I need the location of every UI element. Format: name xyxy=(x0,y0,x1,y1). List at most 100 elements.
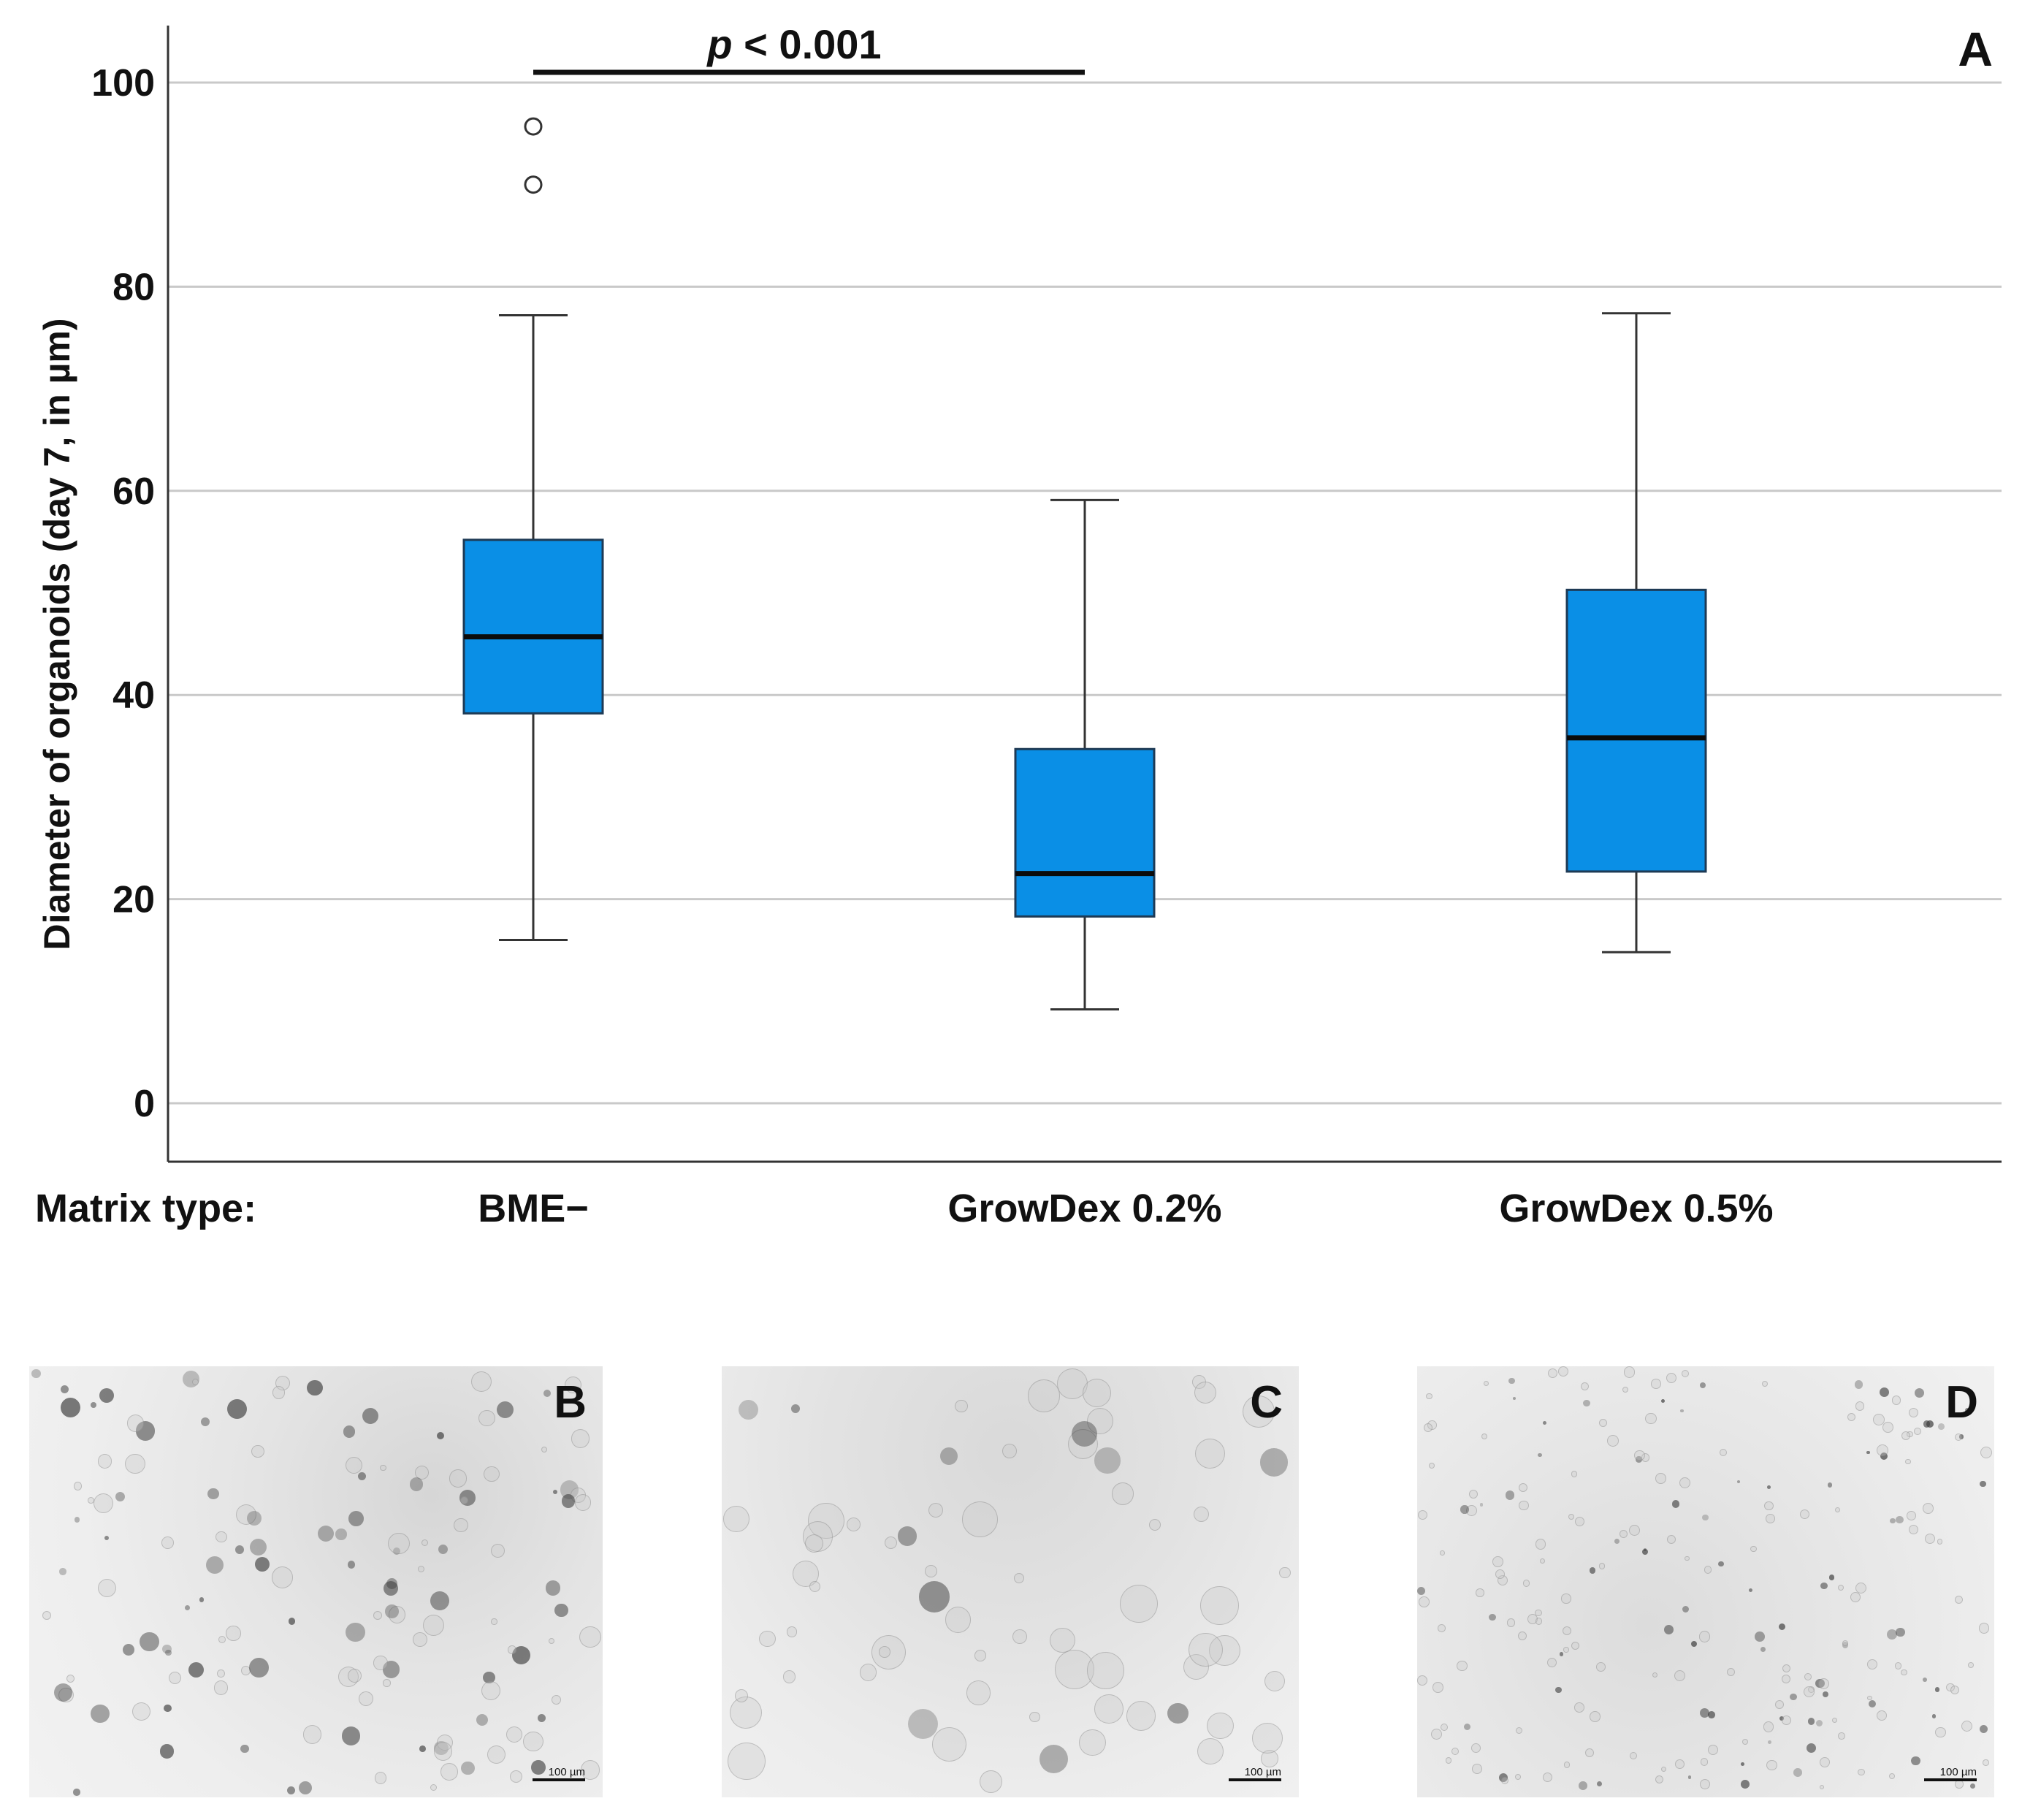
speckle xyxy=(217,1669,225,1678)
speckle xyxy=(91,1402,96,1409)
speckle xyxy=(1501,1776,1509,1784)
y-tick-label: 100 xyxy=(91,62,155,104)
speckle xyxy=(1682,1370,1690,1378)
category-label: GrowDex 0.2% xyxy=(947,1187,1221,1230)
speckle xyxy=(1674,1759,1685,1770)
speckle xyxy=(1704,1565,1712,1574)
speckle xyxy=(250,1539,267,1556)
speckle xyxy=(1050,1627,1075,1653)
speckle xyxy=(74,1517,80,1523)
speckle xyxy=(215,1531,227,1543)
speckle xyxy=(188,1662,205,1678)
y-tick-label: 0 xyxy=(134,1083,155,1125)
speckle xyxy=(1800,1509,1810,1520)
speckle xyxy=(385,1604,399,1618)
speckle xyxy=(1547,1657,1557,1667)
speckle xyxy=(1774,1699,1784,1709)
speckle xyxy=(1896,1627,1905,1637)
speckle xyxy=(1726,1667,1735,1676)
speckle xyxy=(347,1668,362,1683)
speckle xyxy=(1778,1623,1786,1631)
x-axis-prefix-label: Matrix type: xyxy=(35,1187,256,1230)
boxplot-chart: 0 20 40 60 80 100 BME− GrowDex 0.2% GrowDex 0.5… xyxy=(35,21,2002,1230)
speckle xyxy=(1194,1381,1216,1404)
speckle xyxy=(1901,1669,1907,1676)
speckle xyxy=(1914,1387,1925,1398)
speckle xyxy=(579,1626,601,1648)
speckle xyxy=(1793,1768,1802,1777)
speckle xyxy=(199,1597,205,1602)
speckle xyxy=(1419,1596,1430,1607)
speckle xyxy=(476,1713,488,1726)
speckle xyxy=(571,1429,590,1449)
speckle xyxy=(907,1709,938,1740)
speckle xyxy=(1815,1719,1823,1727)
speckle xyxy=(483,1466,500,1482)
speckle xyxy=(1955,1596,1964,1604)
speckle xyxy=(1782,1716,1792,1726)
speckle xyxy=(1583,1400,1590,1407)
box-group xyxy=(462,117,604,941)
scale-bar xyxy=(533,1778,585,1781)
speckle xyxy=(1828,1575,1835,1580)
speckle xyxy=(1438,1624,1446,1632)
speckle xyxy=(1842,1640,1849,1647)
speckle xyxy=(1571,1471,1578,1477)
speckle xyxy=(1426,1393,1432,1399)
speckle xyxy=(497,1401,514,1419)
speckle xyxy=(1925,1533,1936,1544)
speckle xyxy=(1429,1462,1435,1469)
speckle xyxy=(1506,1618,1516,1627)
speckle xyxy=(1926,1420,1934,1428)
speckle xyxy=(386,1577,398,1590)
speckle xyxy=(235,1504,256,1526)
speckle xyxy=(1964,1408,1969,1413)
speckle xyxy=(271,1566,294,1588)
speckle xyxy=(1890,1518,1896,1523)
speckle xyxy=(1736,1480,1740,1484)
speckle xyxy=(1072,1421,1097,1447)
speckle xyxy=(553,1489,558,1494)
speckle xyxy=(60,1398,80,1418)
speckle xyxy=(1831,1717,1837,1723)
speckle xyxy=(1983,1759,1989,1766)
micrograph-panel-d: D 100 µm xyxy=(1417,1366,1994,1797)
speckle xyxy=(1563,1647,1569,1653)
speckle xyxy=(1700,1758,1709,1766)
speckle xyxy=(1619,1529,1628,1538)
speckle xyxy=(924,1565,937,1578)
speckle xyxy=(1418,1510,1428,1520)
speckle xyxy=(461,1761,475,1775)
speckle xyxy=(1679,1409,1684,1413)
speckle xyxy=(1542,1772,1552,1782)
scale-bar xyxy=(1229,1778,1281,1781)
speckle xyxy=(99,1387,115,1403)
speckle xyxy=(1599,1419,1608,1428)
speckle xyxy=(1558,1366,1569,1377)
speckle xyxy=(1908,1524,1919,1534)
speckle xyxy=(1562,1626,1572,1635)
speckle xyxy=(1194,1439,1225,1469)
speckle xyxy=(1517,1631,1527,1641)
speckle xyxy=(1515,1773,1522,1780)
speckle xyxy=(1855,1582,1867,1594)
speckle xyxy=(782,1670,796,1683)
speckle xyxy=(759,1630,776,1648)
speckle xyxy=(1575,1516,1585,1526)
speckle xyxy=(164,1704,172,1713)
box-series xyxy=(462,117,1707,1010)
panel-label-d: D xyxy=(1945,1377,1978,1428)
speckle xyxy=(1068,1429,1099,1460)
speckle xyxy=(1623,1366,1636,1378)
speckle xyxy=(218,1635,226,1644)
speckle xyxy=(1761,1380,1769,1387)
y-tick-label: 20 xyxy=(112,879,155,921)
speckle xyxy=(1968,1662,1974,1668)
speckle xyxy=(966,1680,991,1705)
speckle xyxy=(1197,1738,1224,1764)
speckle xyxy=(1417,1675,1428,1686)
speckle xyxy=(543,1389,552,1398)
speckle xyxy=(1542,1420,1547,1425)
speckle xyxy=(1519,1482,1528,1492)
speckle xyxy=(1817,1678,1830,1690)
